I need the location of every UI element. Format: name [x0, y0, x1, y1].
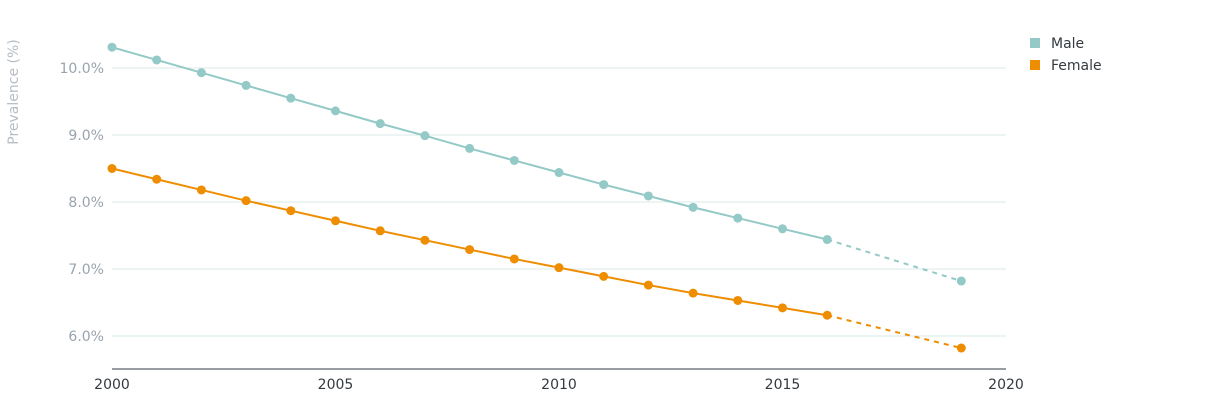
data-point[interactable] — [107, 42, 117, 52]
data-point[interactable] — [196, 68, 206, 78]
x-tick-label: 2000 — [94, 377, 130, 393]
data-point[interactable] — [286, 93, 296, 103]
data-point[interactable] — [643, 280, 653, 290]
data-point[interactable] — [733, 295, 743, 305]
data-point[interactable] — [420, 131, 430, 141]
data-point[interactable] — [465, 245, 475, 255]
data-point[interactable] — [778, 224, 787, 234]
x-tick-label: 2020 — [988, 377, 1024, 393]
data-point[interactable] — [107, 164, 117, 173]
data-point[interactable] — [554, 263, 564, 273]
data-point[interactable] — [152, 174, 162, 184]
data-point[interactable] — [196, 185, 206, 195]
series-projection-line-female — [826, 314, 962, 350]
x-tick-label: 2010 — [541, 377, 577, 393]
data-point[interactable] — [778, 303, 787, 313]
series-line-male — [111, 46, 828, 241]
data-point[interactable] — [286, 206, 296, 216]
y-tick-label: 7.0% — [68, 262, 104, 278]
legend-label-male: Male — [1051, 36, 1084, 52]
data-point[interactable] — [375, 226, 385, 236]
data-point[interactable] — [509, 155, 519, 165]
y-tick-label: 10.0% — [60, 61, 104, 77]
data-point[interactable] — [331, 216, 340, 226]
data-point[interactable] — [599, 180, 609, 190]
data-point[interactable] — [509, 254, 519, 264]
series-layer — [107, 42, 966, 353]
y-tick-label: 9.0% — [68, 128, 104, 144]
y-axis-title: Prevalence (%) — [6, 39, 22, 145]
data-point[interactable] — [375, 119, 385, 129]
series-line-female — [111, 167, 828, 317]
data-point[interactable] — [643, 191, 653, 201]
series-female — [107, 164, 966, 353]
data-point[interactable] — [956, 343, 966, 353]
data-point[interactable] — [688, 288, 698, 298]
data-point[interactable] — [331, 106, 340, 116]
y-tick-label: 6.0% — [68, 329, 104, 345]
grid-lines — [112, 67, 1006, 337]
legend-label-female: Female — [1051, 58, 1102, 74]
data-point[interactable] — [152, 55, 162, 65]
data-point[interactable] — [465, 143, 475, 153]
series-male — [107, 42, 966, 286]
x-tick-label: 2005 — [318, 377, 354, 393]
data-point[interactable] — [956, 276, 966, 286]
data-point[interactable] — [733, 213, 743, 223]
data-point[interactable] — [554, 168, 564, 178]
legend: Male Female — [1030, 36, 1102, 74]
x-tick-label: 2015 — [765, 377, 801, 393]
data-point[interactable] — [822, 235, 832, 245]
x-axis-ticks: 2000 2005 2010 2015 2020 — [94, 377, 1024, 393]
data-point[interactable] — [241, 196, 251, 206]
y-tick-label: 8.0% — [68, 195, 104, 211]
y-axis-ticks: 6.0% 7.0% 8.0% 9.0% 10.0% — [60, 61, 104, 345]
data-point[interactable] — [688, 202, 698, 212]
legend-swatch-female — [1030, 60, 1040, 70]
series-projection-line-male — [826, 238, 962, 283]
data-point[interactable] — [420, 235, 430, 245]
data-point[interactable] — [241, 80, 251, 90]
data-point[interactable] — [822, 310, 832, 320]
legend-swatch-male — [1030, 38, 1040, 48]
data-point[interactable] — [599, 271, 609, 281]
